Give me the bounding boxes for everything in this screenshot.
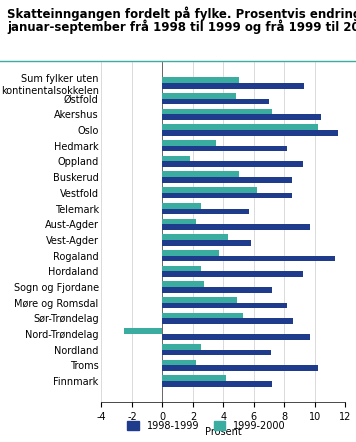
Bar	[162, 83, 304, 89]
Bar	[162, 193, 292, 198]
Bar	[162, 381, 272, 387]
Bar	[162, 350, 271, 355]
Bar	[162, 124, 318, 130]
Bar	[162, 287, 272, 293]
Bar	[162, 360, 196, 366]
Bar	[162, 250, 219, 255]
Bar	[162, 130, 338, 136]
Bar	[162, 271, 303, 277]
Text: Skatteinngangen fordelt på fylke. Prosentvis endring: Skatteinngangen fordelt på fylke. Prosen…	[7, 7, 356, 21]
Bar	[162, 255, 335, 261]
Bar	[162, 303, 287, 309]
Bar	[162, 140, 216, 146]
Bar	[162, 146, 287, 152]
Bar	[162, 234, 228, 240]
Bar	[162, 187, 257, 193]
Bar	[162, 224, 310, 230]
X-axis label: Prosent: Prosent	[205, 427, 242, 438]
Bar	[162, 77, 239, 83]
Bar	[124, 328, 162, 334]
Bar	[162, 161, 303, 167]
Bar	[162, 109, 272, 114]
Bar	[162, 281, 204, 287]
Bar	[162, 375, 226, 381]
Legend: 1998-1999, 1999-2000: 1998-1999, 1999-2000	[123, 417, 290, 435]
Bar	[162, 218, 196, 224]
Bar	[162, 93, 236, 99]
Text: januar-september frå 1998 til 1999 og frå 1999 til 2000: januar-september frå 1998 til 1999 og fr…	[7, 19, 356, 34]
Bar	[162, 334, 310, 340]
Bar	[162, 318, 293, 324]
Bar	[162, 99, 269, 104]
Bar	[162, 203, 200, 209]
Bar	[162, 240, 251, 246]
Bar	[162, 266, 200, 271]
Bar	[162, 177, 292, 183]
Bar	[162, 297, 237, 303]
Bar	[162, 156, 190, 161]
Bar	[162, 344, 200, 350]
Bar	[162, 312, 243, 318]
Bar	[162, 114, 321, 120]
Bar	[162, 171, 239, 177]
Bar	[162, 209, 249, 214]
Bar	[162, 366, 318, 371]
